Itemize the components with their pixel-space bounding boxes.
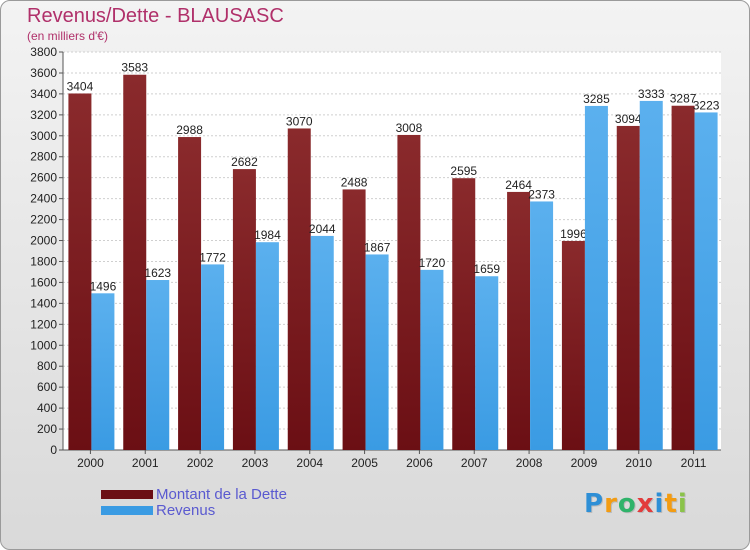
data-label-revenus: 1720 [419, 256, 446, 270]
bar-revenus [255, 242, 279, 450]
y-tick-label: 3400 [30, 87, 57, 101]
logo-letter: r [604, 489, 618, 519]
x-tick-label: 2010 [625, 456, 652, 470]
bar-revenus [91, 293, 115, 450]
logo-letter: x [636, 489, 655, 519]
y-tick-label: 1000 [30, 338, 57, 352]
bar-revenus [310, 235, 334, 450]
bar-revenus [530, 201, 554, 450]
data-label-revenus: 1659 [473, 262, 500, 276]
logo-letter: i [654, 489, 665, 519]
x-tick-label: 2002 [187, 456, 214, 470]
y-tick-label: 200 [37, 422, 57, 436]
bar-revenus [639, 100, 663, 450]
data-label-revenus: 1867 [364, 240, 391, 254]
plot-area [63, 52, 721, 450]
chart-subtitle: (en milliers d'€) [27, 29, 108, 43]
data-label-revenus: 3285 [583, 92, 610, 106]
data-label-dette: 1996 [560, 227, 587, 241]
y-tick-label: 1800 [30, 254, 57, 268]
data-label-revenus: 1623 [144, 266, 171, 280]
y-tick-label: 1400 [30, 296, 57, 310]
bar-dette [68, 93, 92, 450]
legend-label-dette: Montant de la Dette [156, 486, 287, 503]
bar-revenus [475, 276, 499, 450]
data-label-dette: 3583 [121, 61, 148, 75]
bar-revenus [146, 280, 170, 450]
bar-revenus [584, 105, 608, 450]
data-label-dette: 3404 [67, 79, 94, 93]
bar-dette [616, 125, 640, 450]
data-label-dette: 3287 [670, 92, 697, 106]
y-tick-label: 0 [50, 443, 57, 457]
y-tick-label: 1200 [30, 317, 57, 331]
y-tick-label: 2200 [30, 213, 57, 227]
bar-dette [342, 189, 366, 450]
data-label-dette: 3008 [396, 121, 423, 135]
data-label-dette: 3070 [286, 114, 313, 128]
bar-dette [452, 178, 476, 451]
data-label-revenus: 2044 [309, 222, 336, 236]
bar-dette [507, 191, 531, 451]
bar-dette [287, 128, 311, 450]
data-label-dette: 2682 [231, 155, 258, 169]
bar-dette [123, 74, 147, 450]
bar-dette [561, 240, 585, 450]
logo-letter: o [617, 489, 637, 519]
data-label-dette: 2595 [450, 164, 477, 178]
x-tick-label: 2005 [351, 456, 378, 470]
bar-dette [178, 137, 202, 450]
data-label-dette: 3094 [615, 112, 642, 126]
chart-title: Revenus/Dette - BLAUSASC [27, 5, 284, 27]
bar-dette [397, 134, 421, 450]
data-label-revenus: 1496 [90, 279, 117, 293]
bar-revenus [201, 264, 225, 450]
y-tick-label: 3600 [30, 66, 57, 80]
logo-letter: t [664, 489, 678, 519]
x-tick-label: 2000 [77, 456, 104, 470]
data-label-revenus: 3333 [638, 87, 665, 101]
data-label-revenus: 3223 [693, 98, 720, 112]
y-tick-label: 600 [37, 380, 57, 394]
proxiti-logo: Proxiti [584, 489, 688, 519]
x-tick-label: 2004 [296, 456, 323, 470]
x-tick-label: 2003 [242, 456, 269, 470]
x-tick-label: 2001 [132, 456, 159, 470]
y-tick-label: 2000 [30, 234, 57, 248]
y-tick-label: 1600 [30, 275, 57, 289]
y-tick-label: 800 [37, 359, 57, 373]
logo-letter: i [677, 489, 688, 519]
bar-revenus [365, 254, 389, 450]
data-label-revenus: 1984 [254, 228, 281, 242]
legend-swatch-revenus [101, 506, 153, 515]
y-tick-label: 2800 [30, 150, 57, 164]
bar-revenus [694, 112, 718, 450]
y-tick-label: 3200 [30, 108, 57, 122]
legend-swatch-dette [101, 490, 153, 499]
logo-letter: P [584, 489, 605, 519]
x-tick-label: 2009 [571, 456, 598, 470]
bar-revenus [420, 269, 444, 450]
y-tick-label: 2400 [30, 192, 57, 206]
x-tick-label: 2008 [516, 456, 543, 470]
legend-label-revenus: Revenus [156, 502, 216, 519]
x-tick-label: 2006 [406, 456, 433, 470]
data-label-revenus: 2373 [528, 187, 555, 201]
data-label-dette: 2988 [176, 123, 203, 137]
y-tick-label: 400 [37, 401, 57, 415]
bar-dette [671, 105, 695, 450]
y-tick-label: 3000 [30, 129, 57, 143]
y-tick-label: 3800 [30, 45, 57, 59]
x-tick-label: 2011 [681, 456, 707, 470]
x-tick-label: 2007 [461, 456, 488, 470]
data-label-dette: 2488 [341, 175, 368, 189]
y-tick-label: 2600 [30, 171, 57, 185]
bar-dette [232, 169, 256, 450]
data-label-revenus: 1772 [199, 250, 226, 264]
data-label-dette: 2464 [505, 178, 532, 192]
